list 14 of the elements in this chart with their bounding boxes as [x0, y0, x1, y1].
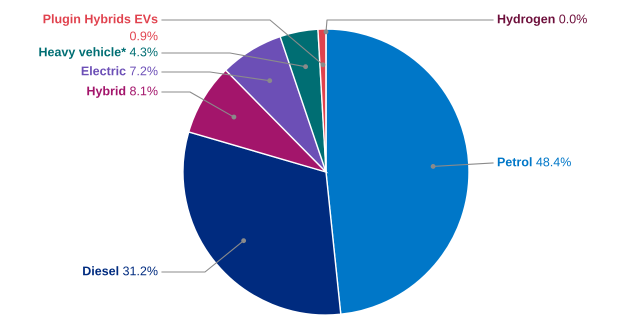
- category-label: Hydrogen: [498, 14, 555, 26]
- slice-label: Hybrid: [87, 86, 126, 98]
- slice-label: Electric: [82, 66, 126, 76]
- data-label: 48.4%: [536, 158, 571, 166]
- slice-label: Heavy vehicle*: [39, 47, 126, 59]
- slice-label: Diesel: [83, 266, 118, 276]
- data-label: 8.1%: [130, 86, 158, 96]
- data-label: 31.2%: [123, 266, 158, 276]
- data-label: 4.3%: [130, 48, 158, 56]
- data-label: 7.2%: [130, 66, 158, 76]
- slice-label: Plugin Hybrids EVs: [44, 14, 158, 26]
- data-label: 0.9%: [130, 32, 158, 40]
- slice-label: Petrol: [498, 157, 532, 166]
- text: 0.0%: [559, 14, 587, 24]
